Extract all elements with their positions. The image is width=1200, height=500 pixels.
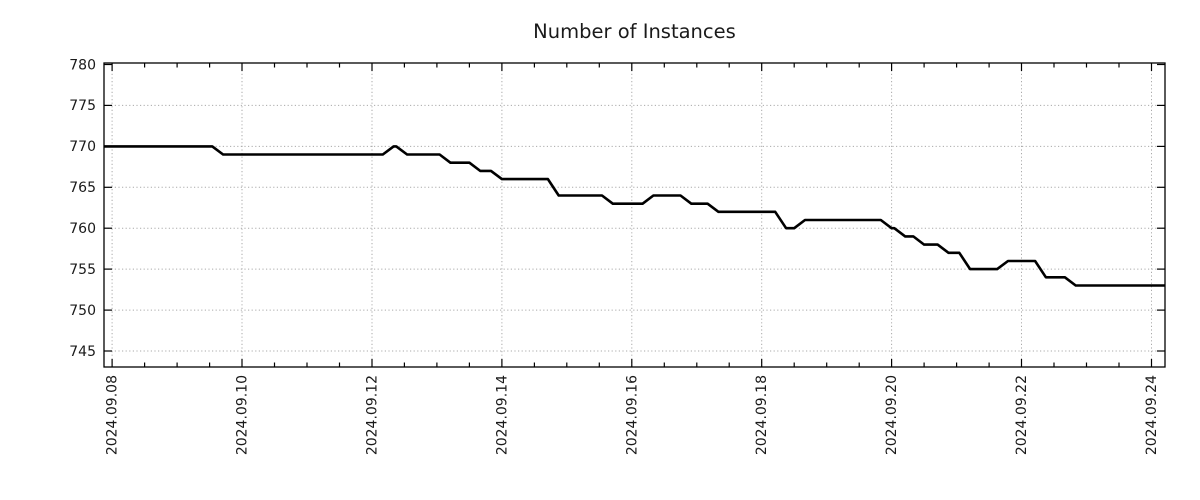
grid-layer — [104, 63, 1165, 367]
y-tick-label: 760 — [69, 221, 96, 237]
frame-layer — [103, 62, 1166, 368]
y-tick-label: 775 — [69, 98, 96, 114]
label-layer: 745 750 755 760 765 770 775 780 2024.09.08 2024.0… — [69, 57, 1160, 455]
x-tick-label: 2024.09.18 — [754, 375, 770, 455]
y-tick-label: 780 — [69, 57, 96, 73]
y-tick-label: 765 — [69, 180, 96, 196]
series-layer — [104, 145, 1165, 287]
tick-layer — [104, 63, 1165, 367]
x-tick-label: 2024.09.22 — [1014, 375, 1030, 455]
x-tick-label: 2024.09.20 — [884, 375, 900, 455]
x-tick-label: 2024.09.12 — [365, 375, 381, 455]
y-tick-label: 745 — [69, 344, 96, 360]
x-tick-label: 2024.09.16 — [624, 375, 640, 455]
x-tick-label: 2024.09.08 — [105, 375, 121, 455]
x-tick-label: 2024.09.14 — [494, 375, 510, 455]
plot-frame — [103, 62, 1166, 368]
chart-title: Number of Instances — [533, 20, 736, 43]
y-tick-label: 750 — [69, 303, 96, 319]
series-line — [104, 145, 1165, 287]
y-tick-label: 770 — [69, 139, 96, 155]
x-tick-label: 2024.09.10 — [235, 375, 251, 455]
x-tick-label: 2024.09.24 — [1144, 375, 1160, 455]
y-tick-label: 755 — [69, 262, 96, 278]
